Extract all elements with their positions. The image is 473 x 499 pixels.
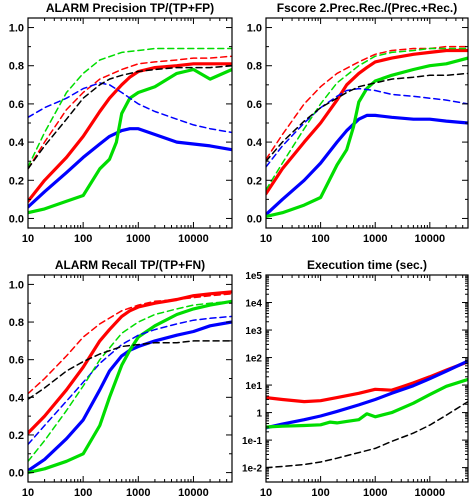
y-tick-label: 1e2: [245, 354, 262, 365]
series-line-3: [266, 377, 468, 429]
series-line-3: [266, 56, 468, 219]
chart-panel-2: Fscore 2.Prec.Rec./(Prec.+Rec.) 10 100 1000…: [247, 1, 469, 245]
series-line-1: [28, 62, 232, 203]
x-tick-label: 10: [22, 487, 34, 499]
y-tick-label: 1e-1: [242, 436, 262, 447]
y-tick-label: 0.8: [9, 61, 24, 73]
y-tick-label: 1.0: [9, 23, 24, 35]
y-tick-label: 0.8: [247, 61, 262, 73]
y-tick-label: 0.4: [9, 137, 25, 149]
y-tick-label: 0.4: [247, 137, 263, 149]
series-line-7: [266, 72, 468, 162]
y-tick-label: 1e4: [245, 299, 262, 310]
y-tick-label: 0.2: [247, 175, 262, 187]
y-tick-label: 1e5: [245, 271, 262, 282]
y-tick-label: 0.6: [247, 99, 262, 111]
series-line-2: [28, 320, 232, 473]
y-tick-label: 0.2: [9, 430, 24, 442]
chart-title: Fscore 2.Prec.Rec./(Prec.+Rec.): [277, 1, 457, 15]
x-tick-label: 10: [22, 233, 34, 245]
series-line-6: [28, 47, 232, 168]
x-tick-label: 1000: [126, 487, 150, 499]
series-line-1: [266, 48, 468, 196]
series-line-4: [28, 55, 232, 170]
x-tick-label: 10000: [178, 487, 209, 499]
x-tick-label: 1000: [363, 233, 387, 245]
x-tick-label: 1000: [363, 487, 387, 499]
series-line-5: [28, 315, 232, 446]
y-tick-label: 1: [256, 409, 262, 420]
y-tick-label: 0.2: [9, 175, 24, 187]
y-tick-label: 0.0: [247, 213, 262, 225]
y-tick-label: 0.4: [9, 392, 25, 404]
series-line-3: [28, 67, 232, 215]
x-tick-label: 100: [311, 487, 329, 499]
x-tick-label: 100: [74, 233, 92, 245]
y-tick-label: 1e1: [245, 381, 262, 392]
chart-title: Execution time (sec.): [307, 258, 427, 272]
x-tick-label: 10000: [415, 487, 446, 499]
series-line-1: [266, 360, 468, 404]
series-line-1: [28, 290, 232, 435]
x-tick-label: 100: [74, 487, 92, 499]
y-tick-label: 0.6: [9, 355, 24, 367]
y-tick-label: 1e-2: [242, 464, 262, 475]
x-tick-label: 1000: [126, 233, 150, 245]
series-line-2: [28, 127, 232, 209]
series-line-5: [266, 87, 468, 168]
plot-frame: [265, 17, 469, 229]
y-tick-label: 1e3: [245, 326, 262, 337]
x-tick-label: 100: [311, 233, 329, 245]
series-line-2: [266, 359, 468, 430]
y-tick-label: 0.6: [9, 99, 24, 111]
chart-panel-4: Execution time (sec.) 10 100 1000 10000 1e-2 1…: [242, 258, 469, 499]
series-line-6: [266, 47, 468, 191]
y-tick-label: 0.0: [9, 213, 24, 225]
series-line-4: [266, 400, 468, 469]
series-line-4: [28, 293, 232, 395]
x-tick-label: 10000: [178, 233, 209, 245]
y-tick-label: 0.0: [9, 468, 24, 480]
series-line-3: [28, 299, 232, 475]
chart-title: ALARM Precision TP/(TP+FP): [46, 1, 214, 15]
series-line-7: [28, 64, 232, 170]
y-tick-label: 1.0: [9, 279, 24, 291]
chart-panel-3: ALARM Recall TP/(TP+FN) 10 100 1000 10000 0.0…: [9, 258, 233, 499]
chart-panel-1: ALARM Precision TP/(TP+FP) 10 100 1000 10000…: [9, 1, 233, 245]
y-tick-label: 0.8: [9, 317, 24, 329]
x-tick-label: 10: [260, 487, 272, 499]
series-line-5: [28, 82, 232, 134]
x-tick-label: 10: [260, 233, 272, 245]
y-tick-label: 1.0: [247, 23, 262, 35]
plot-frame: [27, 17, 233, 229]
chart-title: ALARM Recall TP/(TP+FN): [55, 258, 205, 272]
series-line-7: [28, 340, 232, 400]
series-line-6: [28, 300, 232, 463]
series-line-2: [266, 113, 468, 217]
x-tick-label: 10000: [415, 233, 446, 245]
